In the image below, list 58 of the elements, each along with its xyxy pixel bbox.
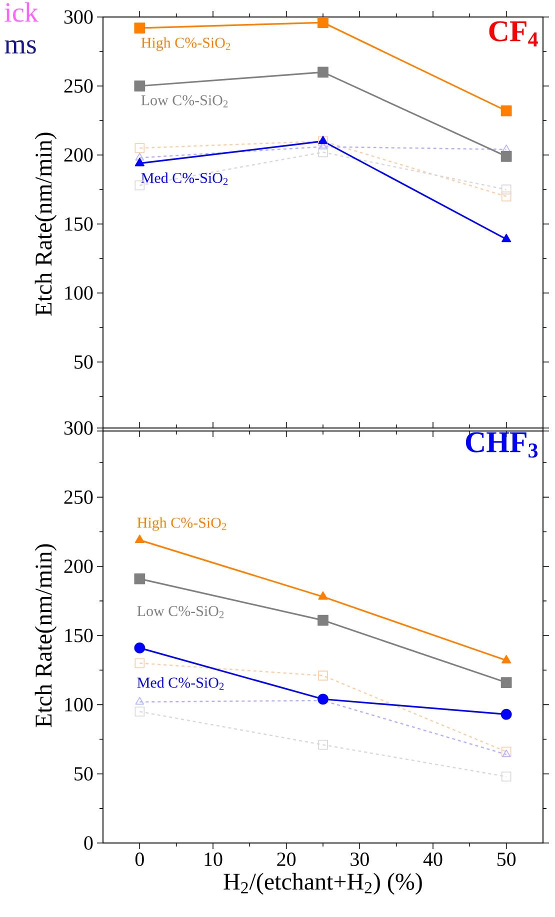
x-tick-label: 0 xyxy=(135,852,144,866)
chart-title: CHF$_{3}$ xyxy=(466,432,538,458)
point xyxy=(318,591,328,600)
y-tick-label: 50 xyxy=(74,767,93,781)
series-label: Low C%-SiO$_{2}$ xyxy=(141,95,228,108)
point xyxy=(134,658,145,668)
series-label: High C%-SiO$_{2}$ xyxy=(141,37,230,51)
y-tick-label: 250 xyxy=(64,490,93,504)
y-tick-label: 150 xyxy=(65,217,93,231)
series-label: Med C%-SiO$_{2}$ xyxy=(137,677,224,690)
point xyxy=(135,152,144,160)
x-tick-label: 40 xyxy=(423,852,442,866)
point xyxy=(318,740,328,750)
x-tick-label: 30 xyxy=(350,852,369,866)
y-tick-label: 300 xyxy=(64,10,93,24)
y-tick-label: 100 xyxy=(65,698,93,712)
x-tick-label: 50 xyxy=(497,852,516,866)
y-tick-label: 300 xyxy=(64,421,93,435)
text: ms xyxy=(4,40,36,54)
point xyxy=(134,534,144,544)
point xyxy=(134,143,145,154)
point xyxy=(502,234,512,242)
point xyxy=(318,17,328,28)
point xyxy=(502,654,512,664)
point xyxy=(500,105,512,116)
point xyxy=(500,150,512,162)
point xyxy=(134,22,146,34)
point xyxy=(501,184,512,194)
x-axis-title: H$_{2}$/(etchant+H$_{2}$) (%) xyxy=(224,872,422,895)
y-axis-title: Etch Rate(nm/min) xyxy=(34,544,57,728)
point xyxy=(501,772,512,782)
point xyxy=(318,670,328,681)
series-label: High C%-SiO$_{2}$ xyxy=(137,517,226,531)
x-tick-label: 10 xyxy=(204,852,222,866)
y-tick-label: 250 xyxy=(64,79,93,93)
y-tick-label: 150 xyxy=(65,628,93,642)
y-axis-title: Etch Rate(nm/min) xyxy=(34,132,57,316)
chart-title: CF$_{4}$ xyxy=(489,21,538,46)
y-tick-label: 100 xyxy=(65,286,93,300)
point xyxy=(134,573,146,584)
y-tick-label: 200 xyxy=(64,148,93,162)
series-label: Low C%-SiO$_{2}$ xyxy=(137,606,224,618)
series-label: Med C%-SiO$_{2}$ xyxy=(141,172,228,186)
point xyxy=(501,191,512,202)
y-tick-label: 200 xyxy=(64,560,93,574)
x-tick-label: 20 xyxy=(277,852,296,866)
y-tick-label: 0 xyxy=(84,836,93,850)
point xyxy=(318,66,328,78)
point xyxy=(134,642,146,654)
point xyxy=(134,80,146,92)
point xyxy=(318,614,328,626)
point xyxy=(318,147,328,158)
point xyxy=(500,708,512,720)
point xyxy=(500,677,512,688)
text: ick xyxy=(4,2,38,22)
y-tick-label: 50 xyxy=(74,355,93,369)
point xyxy=(134,158,144,166)
point xyxy=(134,706,145,717)
